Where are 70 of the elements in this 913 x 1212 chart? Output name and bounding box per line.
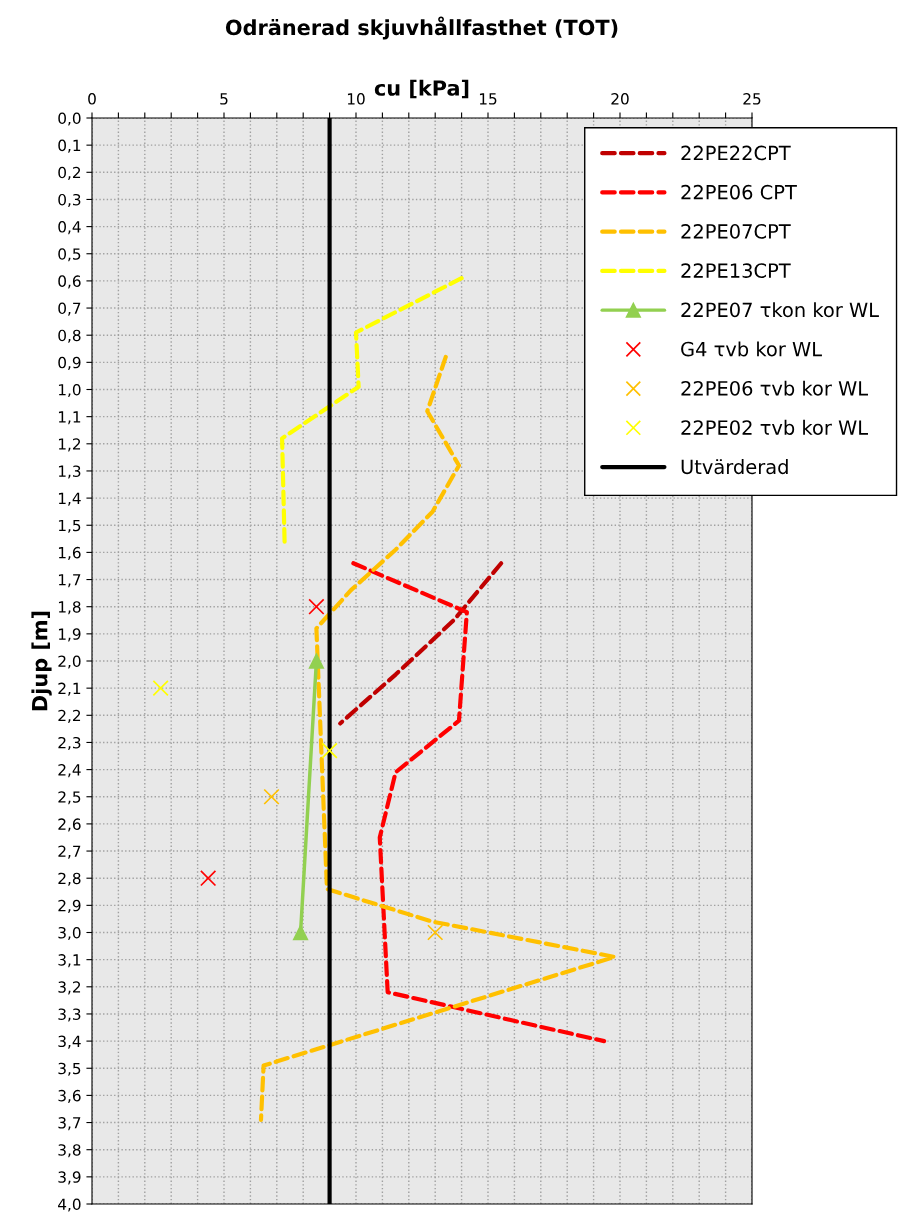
x-tick-label: 10	[347, 93, 365, 105]
y-tick-label: 3,0	[58, 926, 81, 941]
legend-label: 22PE22CPT	[681, 145, 791, 161]
y-tick-label: 0,0	[58, 112, 81, 126]
legend-label: 22PE13CPT	[681, 263, 791, 278]
x-axis-title: cu [kPa]	[374, 79, 469, 99]
legend-label: Utvärderad	[681, 459, 788, 475]
line-series	[351, 561, 607, 1044]
point	[321, 742, 338, 759]
y-tick-label: 1,2	[58, 438, 81, 452]
legend-label: 22PE07 τkon kor WL	[681, 302, 879, 318]
y-tick-label: 0,1	[58, 139, 81, 153]
x-tick-label: 20	[611, 93, 629, 105]
legend-label: 22PE07CPT	[681, 224, 791, 239]
legend-label: G4 τvb kor WL	[681, 341, 822, 357]
y-tick-label: 2,3	[58, 736, 81, 751]
y-tick-label: 3,7	[58, 1117, 81, 1131]
point	[308, 598, 325, 615]
y-tick-label: 3,4	[58, 1035, 81, 1049]
y-tick-label: 2,2	[58, 709, 81, 723]
y-tick-label: 3,6	[58, 1089, 81, 1103]
x-tick-label: 15	[479, 93, 497, 105]
point	[200, 870, 217, 887]
legend-label: 22PE06 CPT	[681, 184, 797, 200]
y-tick-label: 0,7	[58, 302, 81, 316]
point	[263, 788, 280, 805]
y-tick-label: 2,8	[58, 872, 81, 886]
line-series	[338, 561, 504, 726]
y-tick-label: 3,8	[58, 1144, 81, 1158]
y-tick-label: 2,5	[58, 791, 81, 805]
y-tick-label: 2,6	[58, 818, 81, 832]
y-tick-label: 0,9	[58, 356, 81, 370]
y-tick-label: 2,1	[58, 682, 81, 696]
point	[152, 680, 169, 697]
y-tick-label: 1,7	[58, 574, 81, 588]
y-tick-label: 1,8	[58, 601, 81, 615]
x-tick-label: 5	[220, 93, 228, 105]
y-tick-label: 1,5	[58, 519, 81, 533]
y-tick-label: 4,0	[58, 1198, 81, 1212]
point	[427, 924, 444, 941]
x-tick-label: 25	[743, 93, 761, 105]
y-tick-label: 3,2	[58, 981, 81, 995]
y-tick-label: 3,3	[58, 1008, 81, 1022]
y-tick-label: 1,6	[58, 546, 81, 560]
line-series	[258, 354, 617, 1122]
y-tick-label: 0,8	[58, 329, 81, 343]
y-tick-label: 3,5	[58, 1062, 81, 1076]
chart-title: Odränerad skjuvhållfasthet (TOT)	[225, 16, 618, 40]
y-tick-label: 3,9	[58, 1171, 81, 1185]
y-tick-label: 1,4	[58, 492, 81, 506]
legend-label: 22PE06 τvb kor WL	[681, 380, 868, 396]
y-tick-label: 1,1	[58, 411, 81, 425]
y-tick-label: 0,6	[58, 275, 81, 289]
legend-label: 22PE02 τvb kor WL	[681, 419, 868, 435]
y-tick-label: 0,4	[58, 221, 81, 235]
y-tick-label: 2,0	[58, 655, 81, 669]
y-tick-label: 2,7	[58, 845, 81, 859]
y-tick-label: 1,9	[58, 628, 81, 642]
point	[292, 924, 309, 941]
y-tick-label: 1,0	[58, 383, 81, 398]
point	[308, 653, 325, 669]
y-axis-title: Djup [m]	[31, 611, 52, 711]
y-tick-label: 3,1	[58, 954, 81, 968]
y-tick-label: 0,5	[58, 248, 81, 262]
x-tick-label: 0	[88, 93, 96, 105]
y-tick-label: 0,3	[58, 193, 81, 208]
y-tick-label: 1,3	[58, 465, 81, 479]
y-tick-label: 2,4	[58, 764, 81, 778]
y-tick-label: 2,9	[58, 899, 81, 913]
y-tick-label: 0,2	[58, 166, 81, 180]
